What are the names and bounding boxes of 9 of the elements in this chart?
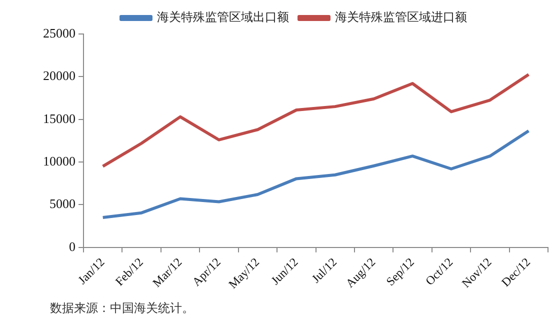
y-tick-label: 5000: [50, 196, 76, 212]
source-note: 数据来源：中国海关统计。: [50, 300, 194, 317]
y-tick-label: 10000: [43, 153, 76, 168]
legend-label: 海关特殊监管区域出口额: [157, 10, 289, 24]
y-tick-label: 15000: [43, 110, 76, 126]
y-tick-label: 25000: [43, 25, 76, 40]
legend-label: 海关特殊监管区域进口额: [335, 10, 467, 24]
y-tick-label: 20000: [43, 68, 76, 84]
y-tick-label: 0: [69, 238, 76, 254]
